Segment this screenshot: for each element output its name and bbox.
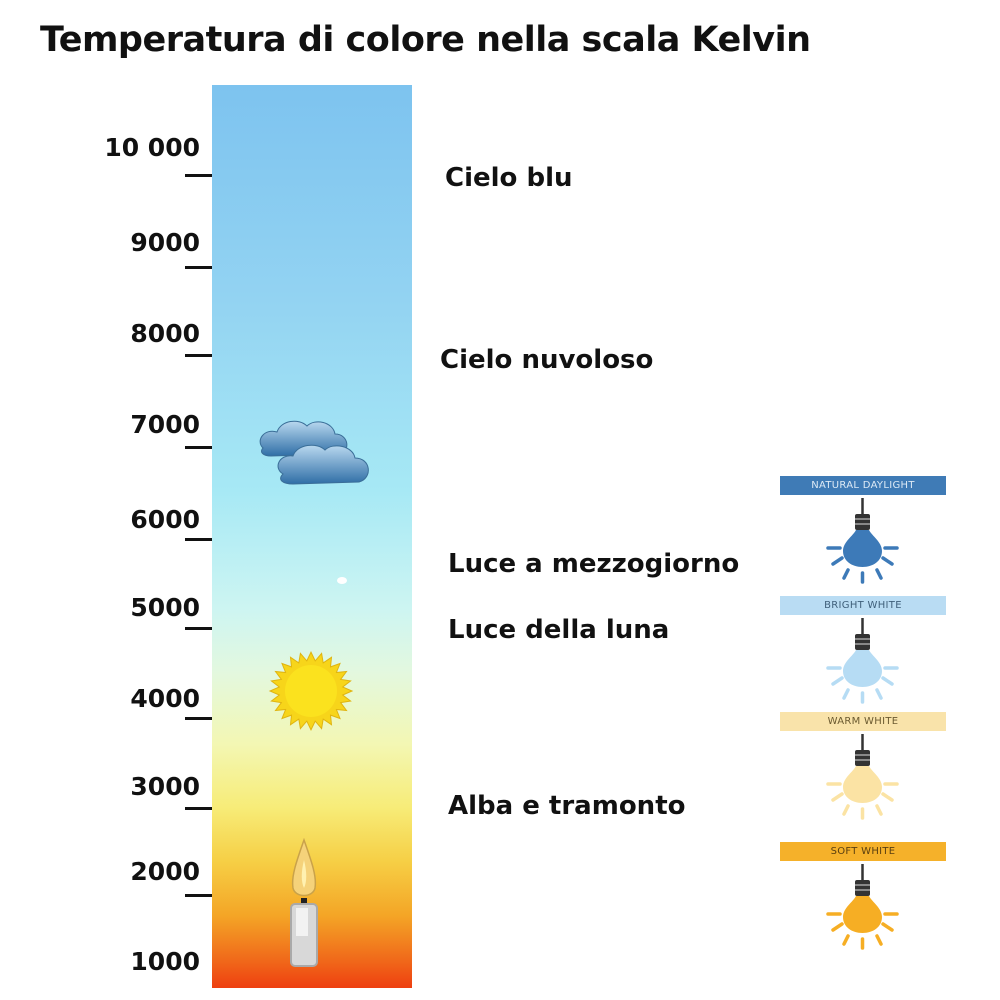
bulb-banner: WARM WHITE (780, 712, 946, 731)
light-bulb-icon (826, 618, 899, 704)
tick-label-4000: 4000 (130, 684, 200, 713)
cloud-icon (259, 420, 369, 485)
moon-dot (337, 577, 347, 584)
tick-mark (185, 627, 212, 630)
page-title: Temperatura di colore nella scala Kelvin (40, 20, 811, 60)
label-luce-luna: Luce della luna (448, 615, 670, 645)
tick-mark (185, 266, 212, 269)
label-alba-tramonto: Alba e tramonto (448, 791, 686, 821)
tick-label-5000: 5000 (130, 593, 200, 622)
light-bulb-icon (826, 864, 899, 950)
label-cielo-blu: Cielo blu (445, 163, 573, 193)
tick-mark (185, 538, 212, 541)
label-luce-mezzogiorno: Luce a mezzogiorno (448, 549, 740, 579)
label-cielo-nuvoloso: Cielo nuvoloso (440, 345, 654, 375)
light-bulb-icon (826, 498, 899, 584)
tick-mark (185, 894, 212, 897)
tick-label-3000: 3000 (130, 772, 200, 801)
tick-mark (185, 807, 212, 810)
tick-mark (185, 446, 212, 449)
tick-label-10000: 10 000 (104, 133, 200, 162)
bulb-banner: SOFT WHITE (780, 842, 946, 861)
bulb-banner: BRIGHT WHITE (780, 596, 946, 615)
candle-icon (290, 838, 318, 967)
light-bulb-icon (826, 734, 899, 820)
tick-label-8000: 8000 (130, 319, 200, 348)
tick-label-1000: 1000 (130, 947, 200, 976)
bulb-banner: NATURAL DAYLIGHT (780, 476, 946, 495)
tick-label-2000: 2000 (130, 857, 200, 886)
kelvin-gradient-bar (212, 85, 412, 988)
tick-label-7000: 7000 (130, 410, 200, 439)
tick-label-9000: 9000 (130, 228, 200, 257)
tick-mark (185, 717, 212, 720)
tick-mark (185, 174, 212, 177)
tick-mark (185, 354, 212, 357)
tick-label-6000: 6000 (130, 505, 200, 534)
sun-icon (268, 650, 354, 732)
